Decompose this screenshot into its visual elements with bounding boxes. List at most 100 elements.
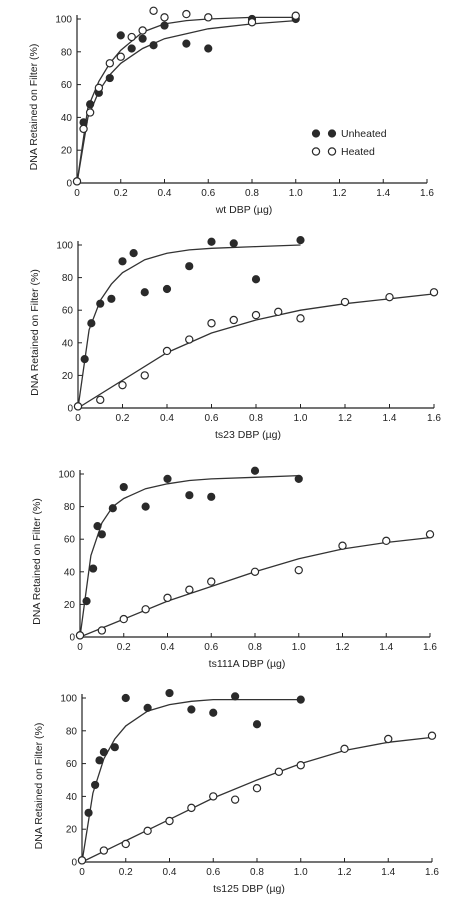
data-point-heated <box>73 402 83 411</box>
x-tick-label: 0.4 <box>158 188 172 199</box>
x-tick-label: 1.2 <box>338 413 352 424</box>
data-point-unheated <box>229 239 238 248</box>
data-point-heated <box>94 83 104 93</box>
data-point-unheated <box>209 708 218 717</box>
legend-marker-unheated <box>327 129 337 138</box>
data-point-heated <box>79 124 88 134</box>
x-tick-label: 0.2 <box>114 188 128 199</box>
y-tick-label: 80 <box>64 502 76 513</box>
data-point-unheated <box>89 564 98 573</box>
data-point-heated <box>127 32 136 42</box>
legend-label-unheated: Unheated <box>341 128 387 140</box>
data-point-unheated <box>141 502 150 511</box>
data-point-unheated <box>296 236 305 245</box>
data-point-unheated <box>160 21 169 30</box>
x-tick-label: 0.4 <box>160 413 174 424</box>
data-point-heated <box>105 59 115 68</box>
panel-ts23-dbp: 0 0.2 0.4 0.6 0.8 1.0 1.2 1.4 1.6 0 20 40 60 80 100 ts2… <box>29 236 441 441</box>
x-tick-label: 0.2 <box>116 413 130 424</box>
data-point-heated <box>338 541 347 550</box>
data-point-heated <box>163 593 172 603</box>
data-point-heated <box>72 177 82 186</box>
x-tick-label: 0.6 <box>201 188 215 199</box>
data-point-unheated <box>252 720 262 729</box>
y-tick-label: 20 <box>64 600 76 611</box>
data-point-heated <box>247 18 257 27</box>
y-tick-label: 0 <box>66 179 72 190</box>
y-tick-label: 60 <box>61 80 73 91</box>
data-point-heated <box>96 395 105 405</box>
data-point-unheated <box>93 522 102 531</box>
y-tick-label: 80 <box>61 47 73 58</box>
x-tick-label: 0.4 <box>163 867 177 878</box>
panel-wt-dbp: 0 0.2 0.4 0.6 0.8 1.0 1.2 1.4 1.6 0 20 40 60 80 100 wt … <box>28 6 434 216</box>
data-point-unheated <box>185 262 194 271</box>
data-point-heated <box>143 826 152 836</box>
data-point-heated <box>185 335 194 344</box>
data-point-heated <box>165 816 174 826</box>
data-point-heated <box>296 761 305 770</box>
data-point-heated <box>340 744 349 754</box>
data-point-unheated <box>294 474 303 483</box>
data-point-unheated <box>96 299 105 308</box>
y-axis-label: DNA Retained on Filter (%) <box>31 498 43 625</box>
x-tick-label: 0.8 <box>248 642 262 653</box>
x-tick-label: 1.6 <box>427 413 441 424</box>
data-point-heated <box>138 26 147 35</box>
data-point-heated <box>97 626 107 635</box>
data-point-heated <box>141 605 150 614</box>
data-point-heated <box>207 319 216 328</box>
x-tick-label: 1.6 <box>423 642 437 653</box>
y-tick-label: 100 <box>55 15 72 26</box>
data-point-unheated <box>82 597 91 606</box>
data-point-heated <box>250 567 260 577</box>
data-point-unheated <box>185 491 194 500</box>
data-point-heated <box>187 803 196 813</box>
data-point-unheated <box>86 100 95 109</box>
fit-curve-unheated <box>76 19 296 184</box>
data-point-unheated <box>140 288 149 297</box>
fit-curve-heated <box>81 736 433 863</box>
data-point-unheated <box>119 482 128 492</box>
data-point-heated <box>294 565 303 575</box>
y-tick-label: 80 <box>66 726 78 737</box>
x-tick-label: 0.2 <box>117 642 131 653</box>
data-point-heated <box>118 380 127 390</box>
y-tick-label: 100 <box>60 694 77 705</box>
x-tick-label: 1.2 <box>333 188 347 199</box>
x-tick-label: 1.4 <box>379 642 393 653</box>
data-point-unheated <box>80 355 89 364</box>
data-point-unheated <box>129 249 138 258</box>
legend-marker-heated <box>327 147 337 156</box>
x-tick-label: 0 <box>75 413 81 424</box>
y-tick-label: 40 <box>61 113 73 124</box>
data-point-unheated <box>95 756 104 765</box>
y-tick-label: 60 <box>66 759 78 770</box>
y-axis-label: DNA Retained on Filter (%) <box>28 44 40 171</box>
data-point-unheated <box>118 257 127 266</box>
data-point-heated <box>182 9 191 19</box>
y-tick-label: 0 <box>71 858 77 869</box>
data-point-unheated <box>207 492 216 501</box>
panel-ts125-dbp: 0 0.2 0.4 0.6 0.8 1.0 1.2 1.4 1.6 0 20 40 60 80 100 ts1… <box>33 688 439 895</box>
fit-curve-heated <box>77 293 435 409</box>
data-point-unheated <box>182 39 191 48</box>
data-point-heated <box>385 292 394 302</box>
data-point-unheated <box>105 73 114 83</box>
fit-curve-unheated <box>81 698 301 863</box>
data-point-heated <box>296 314 305 323</box>
data-point-unheated <box>187 705 196 714</box>
y-tick-label: 100 <box>58 470 75 481</box>
data-point-heated <box>116 52 125 61</box>
data-point-unheated <box>163 474 172 483</box>
data-point-heated <box>251 310 261 320</box>
x-tick-label: 0 <box>74 188 80 199</box>
data-point-heated <box>119 614 128 624</box>
y-tick-label: 20 <box>66 825 78 836</box>
data-point-heated <box>274 767 284 777</box>
legend-marker-unheated <box>311 129 321 138</box>
data-point-unheated <box>143 703 152 712</box>
data-point-heated <box>99 846 109 855</box>
data-point-unheated <box>251 275 261 284</box>
y-tick-label: 80 <box>62 273 74 284</box>
